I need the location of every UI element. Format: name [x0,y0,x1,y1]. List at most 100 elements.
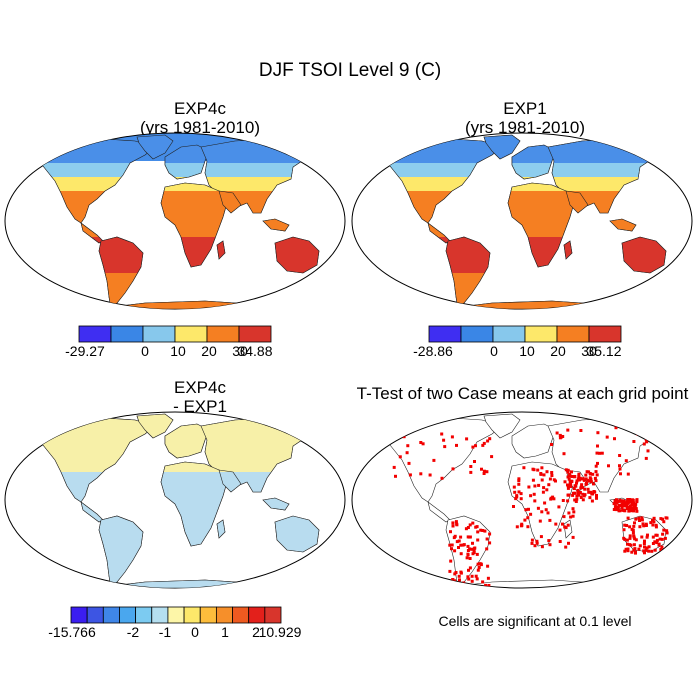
sig-cell [451,585,455,588]
sig-cell [660,545,664,549]
sig-cell [632,534,636,538]
sig-cell [586,487,590,491]
sig-cell [618,503,621,507]
sig-cell [627,506,631,510]
sig-cell [647,545,651,549]
sig-cell [537,483,541,487]
sig-cell [471,445,475,449]
sig-cell [457,539,461,543]
sig-cell [572,487,576,490]
sig-cell [595,494,598,497]
sig-cell [576,477,580,481]
sig-cell [634,507,638,511]
sig-cell [474,444,477,448]
sig-cell [407,461,411,465]
sig-cell [594,470,598,474]
sig-cell [490,455,494,459]
sig-cell [543,501,547,505]
colorbar-bl-swatch [232,606,250,624]
sig-cell [480,467,483,471]
sig-cell [520,522,524,526]
sig-cell [552,497,556,501]
colorbar-bl-swatch [167,606,185,624]
sig-cell [572,510,576,514]
sig-cell [419,472,423,476]
sig-cell [546,511,550,515]
panel-title-bl-line2: - EXP1 [173,397,227,416]
colorbar-tr-swatch [588,325,622,343]
sig-cell [451,578,455,582]
sig-cell [646,533,649,537]
sig-cell [589,490,593,494]
sig-cell [467,568,470,572]
sig-cell [550,443,553,446]
sig-cell [661,532,665,536]
sig-cell [523,518,527,522]
colorbar-tr-label: 20 [550,343,566,359]
sig-cell [592,482,595,486]
sig-cell [618,454,622,457]
sig-cell [531,478,535,482]
sig-cell [485,537,489,541]
sig-cell [570,475,574,478]
sig-cell [658,537,662,541]
sig-cell [566,523,570,527]
sig-cell [476,568,480,572]
sig-cell [630,527,634,531]
sig-cell [517,477,521,481]
sig-cell [486,439,490,443]
sig-cell [455,540,459,544]
sig-cell [454,520,458,524]
sig-cell [530,538,534,542]
colorbar-bl-label: 10.929 [258,624,302,640]
sig-cell [544,508,548,512]
colorbar-tl-label: 0 [141,343,149,359]
sig-cell [457,546,460,549]
sig-cell [613,437,616,441]
sig-cell [566,428,570,432]
sig-cell [612,508,616,511]
sig-cell [623,523,627,527]
sig-cell [450,435,454,439]
colorbar-tr-label: 35.12 [586,343,622,359]
sig-cell [530,541,534,545]
sig-cell [629,509,633,513]
sig-cell [392,465,396,469]
colorbar-tr-label: 0 [490,343,498,359]
sig-cell [628,498,632,501]
colorbar-bl-label: -2 [126,624,140,640]
sig-cell [558,436,562,440]
panel-title-tl-line2: (yrs 1981-2010) [139,118,260,137]
panel-title-bl-line1: EXP4c [174,378,226,397]
sig-cell [618,509,622,513]
sig-cell [451,521,455,525]
sig-cell [645,546,649,550]
sig-cell [640,516,644,520]
sig-cell [455,443,458,447]
sig-cell [584,473,588,477]
sig-cell [405,451,409,455]
sig-cell [535,539,539,543]
sig-cell [635,500,639,504]
sig-cell [637,547,641,551]
sig-cell [624,459,628,463]
sig-cell [587,490,591,494]
map-br [351,411,693,589]
sig-cell [643,551,646,555]
sig-cell [527,507,530,511]
sig-cell [562,515,566,519]
panel-title-tr: EXP1 (yrs 1981-2010) [395,99,655,137]
sig-cell [512,485,516,489]
sig-cell [558,540,562,543]
sig-cell [471,521,475,525]
sig-cell [659,517,663,521]
sig-cell [632,524,636,528]
colorbar-tr-label: 30 [581,343,597,359]
sig-cell [642,549,646,553]
sig-cell [467,535,471,539]
sig-cell [620,502,624,506]
sig-cell [484,583,488,587]
sig-cell [536,506,540,510]
sig-cell [488,532,492,536]
sig-cell [533,544,537,548]
